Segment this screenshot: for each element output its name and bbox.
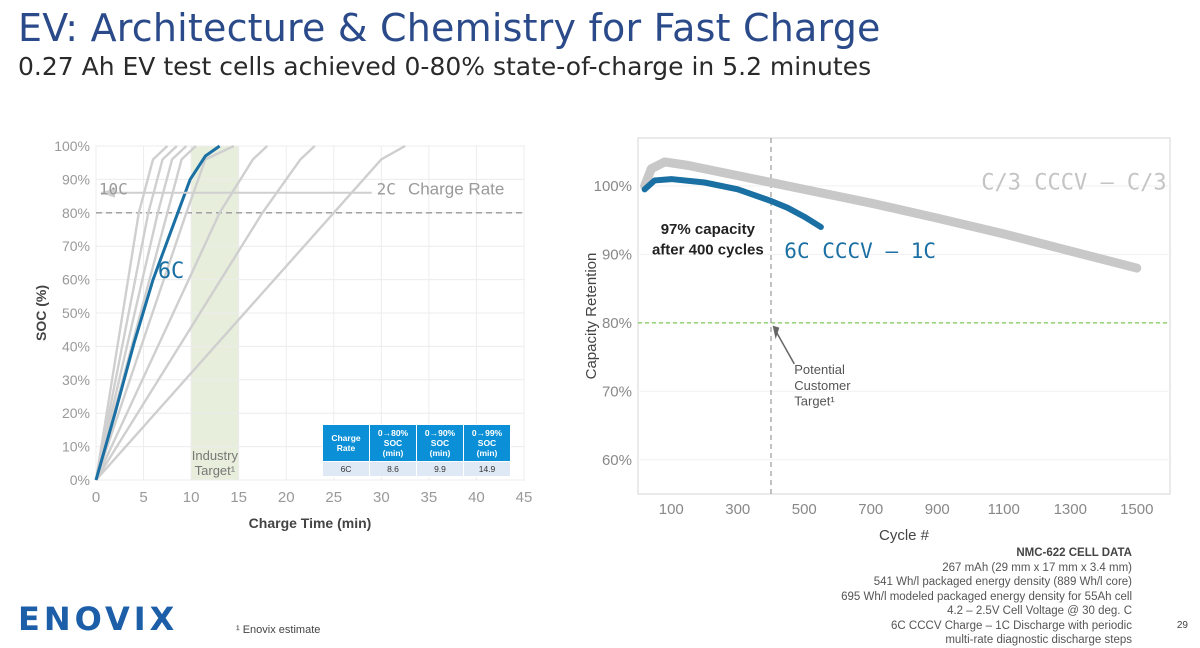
series-line	[94, 145, 188, 481]
x-tick-label: 40	[468, 489, 485, 506]
series-line	[94, 145, 178, 481]
series-line	[94, 145, 316, 481]
cell-data-heading: NMC-622 CELL DATA	[1016, 547, 1132, 559]
y-tick-label: 90%	[62, 171, 90, 187]
rate-low-label: 2C	[377, 179, 396, 198]
table-header: Charge Rate	[322, 424, 370, 462]
y-tick-label: 90%	[602, 246, 632, 263]
footnote: ¹ Enovix estimate	[236, 624, 321, 636]
page-title: EV: Architecture & Chemistry for Fast Ch…	[18, 6, 881, 50]
y-tick-label: 30%	[62, 372, 90, 388]
y-tick-label: 10%	[62, 439, 90, 455]
table-cell: 6C	[322, 461, 370, 477]
y-tick-label: 100%	[54, 138, 90, 154]
series-line	[94, 144, 235, 481]
y-tick-label: 70%	[602, 383, 632, 400]
arrow-head	[772, 325, 780, 340]
x-tick-label: 20	[278, 489, 295, 506]
cell-data-line: 541 Wh/l packaged energy density (889 Wh…	[873, 576, 1132, 588]
highlight-label: 6C	[158, 259, 185, 284]
x-tick-label: 1100	[988, 501, 1020, 518]
table-cell: 14.9	[463, 461, 511, 477]
x-tick-label: 100	[659, 501, 684, 518]
y-tick-label: 50%	[62, 305, 90, 321]
x-tick-label: 15	[230, 489, 247, 506]
series-line-c3	[640, 157, 1142, 273]
series-line-6c	[94, 144, 221, 481]
series-line	[94, 145, 169, 481]
y-tick-label: 40%	[62, 338, 90, 354]
y-tick-label: 70%	[62, 238, 90, 254]
x-tick-label: 30	[373, 489, 390, 506]
y-tick-label: 0%	[70, 472, 90, 488]
x-tick-label: 5	[139, 489, 147, 506]
y-tick-label: 100%	[594, 178, 632, 195]
table-header: 0→90% SOC (min)	[416, 424, 464, 462]
y-tick-label: 60%	[602, 452, 632, 469]
x-tick-label: 700	[858, 501, 883, 518]
x-axis-label: Charge Time (min)	[249, 515, 372, 531]
x-tick-label: 45	[516, 489, 533, 506]
page-number: 29	[1176, 620, 1188, 631]
x-tick-label: 25	[325, 489, 342, 506]
customer-target-label: Target¹	[794, 394, 835, 409]
y-tick-label: 80%	[62, 205, 90, 221]
x-tick-label: 0	[92, 489, 100, 506]
series-line	[94, 145, 269, 481]
y-tick-label: 80%	[602, 315, 632, 332]
x-tick-label: 1500	[1120, 501, 1153, 518]
cell-data-line: 695 Wh/l modeled packaged energy density…	[841, 590, 1132, 603]
cell-data-block: NMC-622 CELL DATA 267 mAh (29 mm x 17 mm…	[841, 546, 1132, 648]
cell-data-line: 267 mAh (29 mm x 17 mm x 3.4 mm)	[942, 561, 1132, 574]
x-tick-label: 35	[421, 489, 438, 506]
arrow-head	[100, 187, 116, 198]
table-cell: 9.9	[416, 461, 464, 477]
cell-data-line: multi-rate diagnostic discharge steps	[945, 634, 1132, 646]
cell-data-line: 6C CCCV Charge – 1C Discharge with perio…	[891, 619, 1132, 632]
industry-target-label: Target¹	[195, 463, 236, 478]
y-tick-label: 20%	[62, 405, 90, 421]
series-line-6c	[641, 176, 824, 230]
capacity-note: after 400 cycles	[652, 241, 764, 258]
charge-rate-table: Charge Rate 0→80% SOC (min) 0→90% SOC (m…	[322, 424, 511, 477]
industry-target-label: Industry	[192, 448, 239, 463]
table-header: 0→99% SOC (min)	[463, 424, 511, 462]
x-tick-label: 500	[792, 501, 817, 518]
capacity-note: 97% capacity	[661, 221, 756, 238]
x-tick-label: 1300	[1054, 501, 1087, 518]
y-axis-label: Capacity Retention	[583, 253, 600, 380]
capacity-retention-chart: 60% 70% 80% 90% 100% 100 300 500 700 900 1100 1300 1…	[583, 137, 1171, 544]
table-row: 6C 8.6 9.9 14.9	[322, 461, 511, 477]
rate-high-label: 10C	[99, 179, 128, 198]
charge-rate-label: Charge Rate	[408, 179, 504, 198]
series-label-6c: 6C CCCV – 1C	[784, 239, 936, 263]
y-axis-label: SOC (%)	[33, 285, 49, 341]
y-tick-label: 60%	[62, 272, 90, 288]
table-header: 0→80% SOC (min)	[369, 424, 417, 462]
plot-area	[637, 137, 1171, 495]
x-axis-label: Cycle #	[879, 527, 930, 544]
x-tick-label: 300	[725, 501, 750, 518]
table-cell: 8.6	[369, 461, 417, 477]
cell-data-line: 4.2 – 2.5V Cell Voltage @ 30 deg. C	[947, 605, 1132, 617]
x-tick-label: 900	[925, 501, 950, 518]
customer-target-label: Potential	[794, 362, 845, 377]
series-line	[95, 144, 406, 481]
enovix-logo: ENOVIX	[18, 600, 179, 638]
page-subtitle: 0.27 Ah EV test cells achieved 0-80% sta…	[18, 52, 872, 81]
soc-chart: 0% 10% 20% 30% 40% 50% 60% 70% 80% 90% 100% 0 5 10 15 2…	[33, 138, 533, 531]
target-arrow	[773, 327, 795, 365]
customer-target-label: Customer	[794, 378, 851, 393]
x-tick-label: 10	[183, 489, 200, 506]
series-label-c3: C/3 CCCV – C/3	[981, 170, 1166, 195]
